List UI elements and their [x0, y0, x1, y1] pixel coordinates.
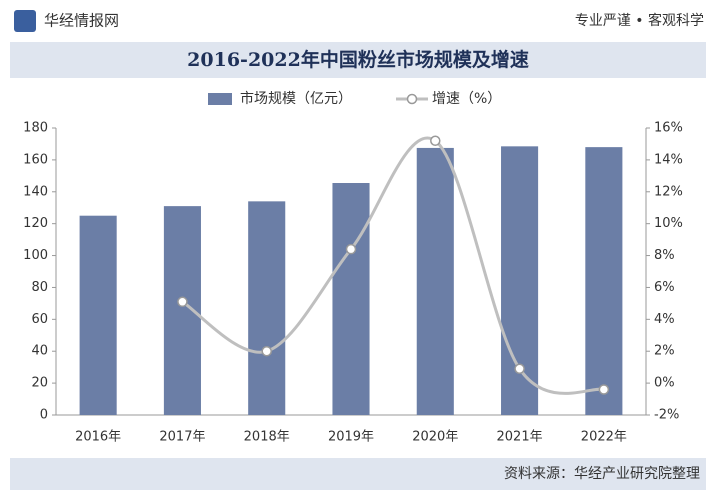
- y-tick-label: 120: [23, 216, 48, 231]
- legend-label: 市场规模（亿元）: [240, 90, 352, 107]
- x-tick-label: 2021年: [497, 430, 543, 445]
- growth-point: [345, 243, 357, 255]
- y-tick-label: 100: [23, 248, 48, 263]
- y-tick-label: 60: [31, 312, 48, 327]
- bar: [416, 147, 454, 416]
- y-tick-label: 160: [23, 152, 48, 167]
- y-tick-label: 180: [23, 121, 48, 136]
- bar: [248, 201, 286, 415]
- y2-tick-label: 16%: [654, 121, 683, 136]
- logo: [14, 10, 36, 32]
- x-tick-label: 2018年: [244, 430, 290, 445]
- y-tick-label: 20: [31, 376, 48, 391]
- growth-point: [261, 345, 272, 357]
- source-band: [10, 458, 706, 490]
- y2-tick-label: 0%: [654, 376, 675, 391]
- growth-point: [598, 384, 610, 395]
- growth-point: [177, 296, 188, 308]
- y2-tick-label: 14%: [654, 152, 683, 167]
- y2-tick-label: 2%: [654, 344, 675, 359]
- y2-tick-label: 10%: [654, 216, 683, 231]
- title-band: [10, 42, 706, 78]
- growth-point: [430, 135, 441, 147]
- y2-tick-label: 4%: [654, 312, 675, 327]
- legend-swatch: [208, 93, 232, 105]
- slogan: 专业严谨 • 客观科学: [575, 12, 704, 29]
- bar: [501, 146, 539, 415]
- growth-point: [514, 363, 525, 375]
- x-tick-label: 2019年: [328, 430, 374, 445]
- y-tick-label: 140: [23, 184, 48, 199]
- legend-label: 增速（%）: [432, 91, 501, 107]
- y-tick-label: 80: [31, 280, 48, 295]
- bar: [79, 215, 117, 415]
- bar: [332, 183, 370, 415]
- y2-tick-label: 12%: [654, 184, 683, 199]
- x-tick-label: 2017年: [159, 430, 205, 445]
- y-tick-label: 40: [31, 344, 48, 359]
- brand: 华经情报网: [44, 12, 119, 30]
- y2-tick-label: 6%: [654, 280, 675, 295]
- bar: [585, 147, 623, 415]
- legend-swatch: [406, 93, 418, 105]
- x-tick-label: 2016年: [75, 430, 121, 445]
- y2-tick-label: -2%: [654, 408, 679, 423]
- source: 资料来源：华经产业研究院整理: [504, 466, 700, 482]
- chart-title: 2016-2022年中国粉丝市场规模及增速: [187, 48, 529, 71]
- y2-tick-label: 8%: [654, 248, 675, 263]
- y-tick-label: 0: [40, 408, 48, 423]
- x-tick-label: 2020年: [412, 430, 458, 445]
- x-tick-label: 2022年: [581, 430, 627, 445]
